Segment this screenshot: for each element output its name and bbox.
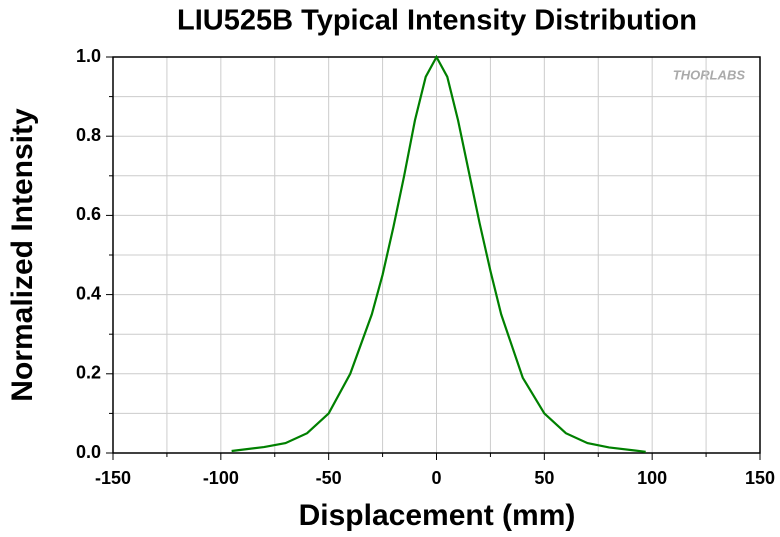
x-tick-label: 0 bbox=[431, 468, 441, 488]
watermark: THORLABS bbox=[673, 67, 746, 82]
y-tick-label: 0.2 bbox=[76, 363, 101, 383]
x-tick-label: -50 bbox=[316, 468, 342, 488]
y-tick-label: 1.0 bbox=[76, 46, 101, 66]
data-line bbox=[231, 54, 646, 453]
y-tick-label: 0.0 bbox=[76, 442, 101, 462]
x-tick-label: -150 bbox=[95, 468, 131, 488]
x-tick-label: 50 bbox=[534, 468, 554, 488]
x-tick-label: 150 bbox=[745, 468, 775, 488]
chart-title: LIU525B Typical Intensity Distribution bbox=[177, 5, 697, 37]
y-tick-label: 0.8 bbox=[76, 125, 101, 145]
y-tick-label: 0.6 bbox=[76, 204, 101, 224]
y-axis-label: Normalized Intensity bbox=[6, 108, 39, 402]
x-axis-label: Displacement (mm) bbox=[299, 499, 576, 532]
y-tick-label: 0.4 bbox=[76, 283, 101, 303]
x-tick-label: -100 bbox=[203, 468, 239, 488]
x-tick-label: 100 bbox=[637, 468, 667, 488]
